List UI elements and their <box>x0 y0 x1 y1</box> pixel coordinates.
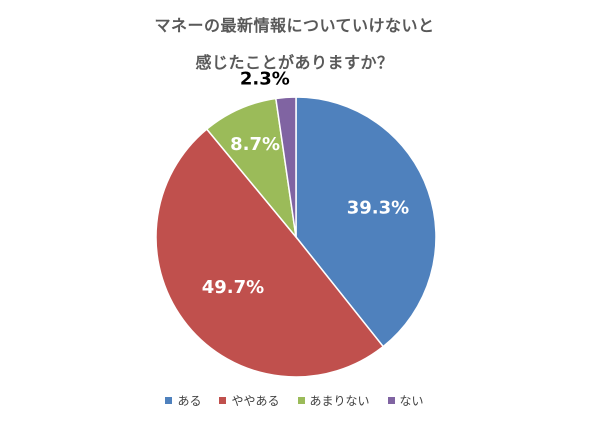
legend: ある ややある あまりない ない <box>0 392 589 409</box>
data-label-yayaaru: 49.7% <box>202 277 264 298</box>
legend-item-nai: ない <box>387 392 424 409</box>
data-label-amarinai: 8.7% <box>230 134 280 155</box>
pie-slice-nai <box>274 96 297 238</box>
legend-item-yayaaru: ややある <box>219 392 280 409</box>
legend-label-amarinai: あまりない <box>309 394 370 408</box>
chart-title-line-1: マネーの最新情報についていけないと <box>154 16 435 35</box>
legend-swatch-amarinai <box>297 397 305 404</box>
legend-item-amarinai: あまりない <box>297 392 370 409</box>
pie-slice-yayaaru <box>155 128 385 378</box>
legend-label-nai: ない <box>399 394 424 408</box>
pie-slice-aru <box>295 96 437 348</box>
legend-swatch-nai <box>387 397 395 404</box>
legend-item-aru: ある <box>165 392 201 409</box>
data-label-nai: 2.3% <box>240 68 290 89</box>
legend-label-aru: ある <box>177 394 202 408</box>
chart-title-line-2: 感じたことがありますか？ <box>195 53 394 72</box>
legend-swatch-yayaaru <box>219 397 227 404</box>
legend-label-yayaaru: ややある <box>231 394 280 408</box>
legend-swatch-aru <box>165 397 173 404</box>
data-label-aru: 39.3% <box>347 197 409 218</box>
